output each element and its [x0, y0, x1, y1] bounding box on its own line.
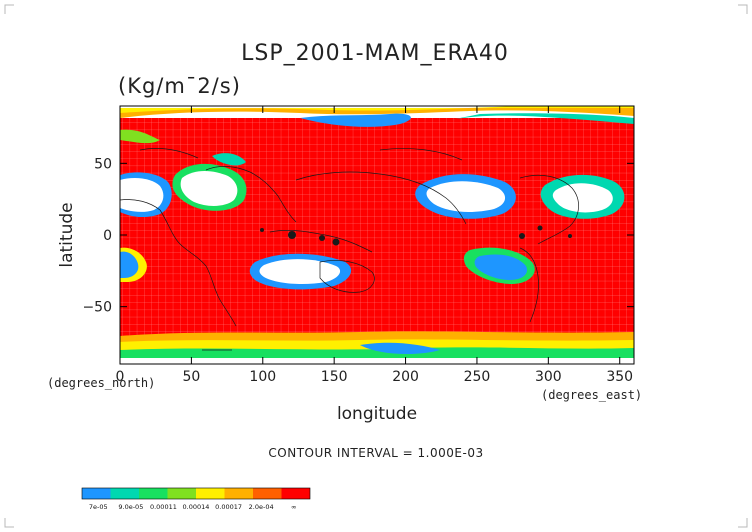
- coast-namerica: [519, 174, 579, 245]
- x-tick-label: 250: [464, 369, 491, 385]
- y-axis-label: latitude: [57, 202, 77, 267]
- colorbar-swatch: [167, 488, 196, 499]
- marker-dot: [519, 233, 525, 239]
- x-tick-label: 0: [116, 369, 125, 385]
- y-axis: 50 0 −50: [82, 156, 634, 316]
- dry-zone-pacific-core: [426, 181, 506, 212]
- colorbar-swatch: [253, 488, 282, 499]
- colorbar-label: ∞: [291, 503, 296, 511]
- marker-dot: [332, 238, 340, 246]
- colorbar-label: 9.0e-05: [118, 503, 143, 511]
- coast-asia-east: [295, 171, 467, 225]
- colorbar-swatch: [82, 488, 111, 499]
- colorbar-label: 0.00017: [215, 503, 242, 511]
- x-tick-label: 100: [249, 369, 276, 385]
- convective-markers: [260, 225, 572, 246]
- y-unit-label: (degrees_north): [47, 376, 155, 390]
- north-edge-cyan: [450, 113, 634, 124]
- colorbar-label: 7e-05: [89, 503, 108, 511]
- north-edge-band: [120, 108, 634, 118]
- plot-area: [119, 105, 635, 365]
- north-edge-band-2: [120, 106, 634, 113]
- x-unit-label: (degrees_east): [541, 388, 642, 402]
- marker-dot: [537, 225, 543, 231]
- south-edge-blue: [360, 342, 440, 355]
- chart-title: LSP_2001-MAM_ERA40: [241, 41, 509, 66]
- colorbar-swatch: [110, 488, 139, 499]
- colorbar-label: 0.00011: [150, 503, 177, 511]
- colorbar-label: 0.00014: [183, 503, 210, 511]
- colorbar-label: 2.0e-04: [249, 503, 274, 511]
- contour-interval-text: CONTOUR INTERVAL = 1.000E-03: [268, 446, 483, 460]
- dry-zone-spacific-mid: [474, 254, 528, 280]
- grid-overlay: [120, 118, 634, 336]
- north-pole-blue: [300, 113, 411, 127]
- y-tick-label: 0: [103, 228, 112, 244]
- x-tick-label: 350: [606, 369, 633, 385]
- corner-mark-bl: [4, 518, 14, 528]
- x-tick-label: 300: [535, 369, 562, 385]
- dry-zone-africa-core: [180, 171, 238, 206]
- arctic-green: [120, 129, 160, 144]
- colorbar-frame: [81, 487, 311, 500]
- coast-asia-west: [205, 166, 297, 223]
- colorbar-swatch: [281, 488, 310, 499]
- colorbar: 7e-05 9.0e-05 0.00011 0.00014 0.00017 2.0e-04…: [81, 487, 311, 511]
- x-axis-label: longitude: [337, 404, 417, 424]
- marker-dot: [568, 234, 572, 238]
- x-tick-label: 150: [321, 369, 348, 385]
- y-tick-label: −50: [82, 300, 112, 316]
- dry-zone-namerica-core: [552, 183, 613, 213]
- dry-zone-mideast: [212, 153, 246, 166]
- corner-mark-tl: [4, 4, 14, 14]
- marker-dot: [319, 235, 325, 241]
- coast-maritime: [269, 230, 373, 253]
- coast-africa: [120, 199, 237, 327]
- coast-samerica: [519, 247, 539, 323]
- coastlines: [120, 148, 579, 351]
- chart-units: (Kg/m¯2/s): [118, 74, 241, 98]
- marker-dot: [260, 228, 264, 232]
- dry-zone-atlantic-core: [120, 178, 164, 212]
- dry-zone-satlantic-core: [120, 251, 139, 278]
- field-layer: [120, 106, 634, 364]
- y-tick-label: 50: [94, 156, 112, 172]
- x-tick-label: 50: [182, 369, 200, 385]
- corner-mark-br: [738, 518, 748, 528]
- coast-siberia: [379, 148, 463, 161]
- colorbar-swatch: [196, 488, 225, 499]
- colorbar-swatch: [224, 488, 253, 499]
- south-pole-blank: [120, 358, 634, 364]
- x-axis: 0 50 100 150 200 250 300 350: [116, 106, 633, 385]
- marker-dot: [288, 231, 296, 239]
- corner-mark-tr: [738, 4, 748, 14]
- x-tick-label: 200: [392, 369, 419, 385]
- coast-europe: [139, 148, 199, 159]
- colorbar-swatch: [139, 488, 168, 499]
- coast-australia: [319, 260, 375, 293]
